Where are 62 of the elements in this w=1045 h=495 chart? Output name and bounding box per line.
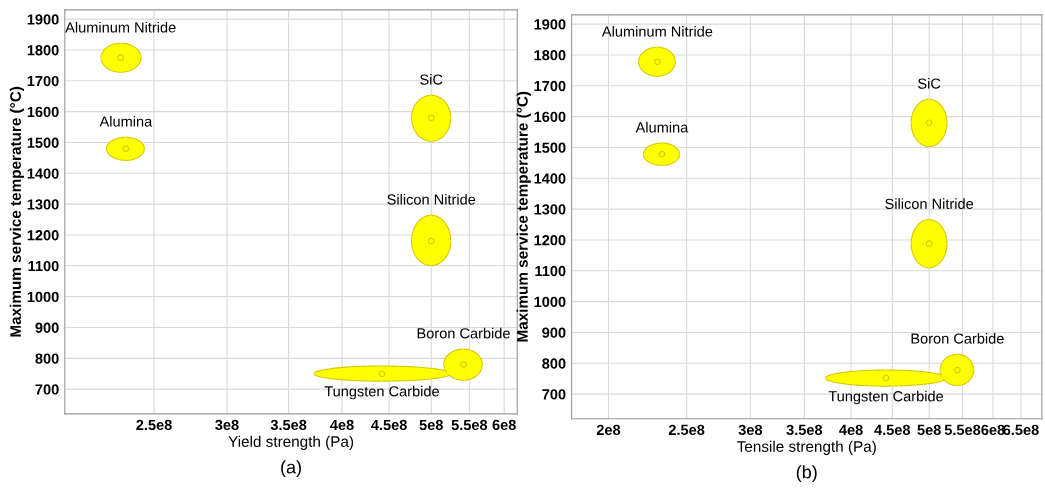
text: SiC (420, 74, 443, 85)
x-tick-label: 2.5e8 (668, 424, 705, 436)
y-tick-label: 900 (542, 327, 566, 338)
x-tick-label: 4.5e8 (371, 419, 407, 431)
x-tick-label: 2e8 (596, 424, 621, 436)
x-tick-label: 3.5e8 (270, 419, 307, 431)
y-axis-title: Maximum service temperature (°C) (9, 86, 25, 337)
x-tick-label: 4.5e8 (874, 424, 911, 436)
series-label: Tungsten Carbide (828, 390, 944, 405)
y-tick-label: 1500 (27, 137, 59, 148)
y-tick-label: 1600 (534, 111, 566, 123)
x-tick-label: 4e8 (330, 419, 354, 431)
text: Silicon Nitride (885, 198, 974, 209)
series-label: Boron Carbide (417, 327, 510, 339)
y-tick-label: 700 (35, 384, 59, 395)
y-tick-label: 900 (35, 322, 59, 333)
series-label: Aluminum Nitride (601, 25, 713, 37)
y-tick-label: 1200 (534, 235, 566, 246)
y-tick-label: 1800 (534, 50, 566, 61)
y-axis-title: Maximum service temperature (°C) (516, 91, 531, 342)
y-tick-label: 1700 (27, 75, 59, 87)
text: Silicon Nitride (387, 193, 476, 205)
y-tick-label: 1100 (28, 260, 59, 272)
y-tick-label: 1700 (534, 80, 566, 92)
x-tick-label: 5.5e8 (451, 419, 488, 431)
y-tick-label: 1300 (27, 199, 59, 210)
x-tick-label: 3e8 (215, 419, 239, 431)
x-tick-label: 5e8 (419, 419, 443, 431)
y-tick-label: 1100 (535, 265, 566, 277)
x-tick-label: 6.5e8 (1003, 424, 1039, 436)
x-tick-label: 5e8 (917, 424, 941, 436)
y-tick-label: 1400 (534, 173, 566, 184)
x-tick-label: 6e8 (492, 419, 516, 431)
x-axis-title: Tensile strength (Pa) (737, 440, 876, 455)
x-tick-label: 5.5e8 (944, 424, 981, 436)
y-tick-label: 1000 (534, 296, 566, 308)
x-axis-title: Yield strength (Pa) (228, 435, 354, 450)
y-tick-label: 700 (542, 389, 566, 400)
y-tick-label: 1600 (27, 106, 59, 118)
text: (a) (281, 460, 301, 478)
series-label: Boron Carbide (911, 333, 1004, 344)
y-tick-label: 1900 (27, 14, 59, 25)
x-tick-label: 3.5e8 (786, 424, 823, 436)
x-tick-label: 2.5e8 (136, 419, 172, 431)
y-tick-label: 1800 (27, 45, 59, 56)
y-tick-label: 1000 (27, 291, 59, 303)
x-tick-label: 4e8 (839, 424, 863, 436)
y-tick-label: 1400 (27, 168, 59, 179)
y-tick-label: 800 (542, 358, 566, 369)
x-tick-label: 3e8 (738, 424, 763, 436)
y-tick-label: 1300 (534, 204, 566, 215)
y-tick-label: 1200 (27, 230, 59, 241)
x-tick-label: 6e8 (981, 424, 1005, 436)
series-label: Alumina (635, 121, 689, 133)
y-tick-label: 1500 (534, 142, 566, 153)
y-tick-label: 1900 (534, 19, 566, 30)
series-label: Alumina (99, 115, 153, 127)
series-label: Tungsten Carbide (324, 385, 439, 400)
y-tick-label: 800 (35, 353, 59, 364)
text: SiC (918, 78, 941, 89)
series-label: Aluminum Nitride (65, 21, 176, 33)
text: (b) (796, 465, 817, 483)
